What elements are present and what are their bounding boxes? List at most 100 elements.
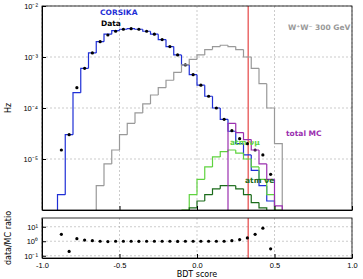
- data-point: [137, 28, 140, 31]
- series: [58, 29, 275, 210]
- tick: 10⁻⁵: [24, 155, 46, 164]
- histogram-step: [96, 186, 104, 210]
- tick: 10⁻⁴: [23, 104, 46, 113]
- grid: [42, 6, 352, 210]
- data-point: [91, 239, 94, 242]
- data-point: [215, 240, 218, 243]
- histogram-step: [112, 150, 120, 164]
- histogram-step: [104, 164, 112, 186]
- tick: [197, 206, 198, 210]
- tick-mark: [120, 206, 121, 210]
- histogram-step: [244, 153, 252, 159]
- histogram-step: [205, 195, 213, 201]
- data-point: [83, 238, 86, 241]
- histogram-step: [251, 57, 259, 68]
- data-point: [122, 28, 125, 31]
- data-point: [199, 84, 202, 87]
- tick-label: -1.0: [36, 261, 49, 270]
- tick: -0.5: [114, 254, 127, 270]
- tick-label: 10⁻⁴: [23, 104, 38, 113]
- histogram-step: [275, 179, 283, 210]
- data-point: [153, 33, 156, 36]
- data-point: [68, 133, 71, 136]
- figure: 10⁻⁵10⁻⁴10⁻³10⁻²CORSIKADataW⁺W⁻ 300 GeVa…: [0, 0, 363, 279]
- tick-label: 0.0: [192, 261, 202, 270]
- histogram-step: [197, 55, 205, 59]
- data-point: [269, 247, 272, 250]
- axis-title: BDT score: [177, 270, 218, 279]
- histogram-step: [275, 195, 283, 210]
- histogram-step: [166, 80, 174, 87]
- plot-area: [60, 218, 272, 258]
- axis: 10⁻⁵10⁻⁴10⁻³10⁻²: [23, 2, 46, 211]
- data-point: [192, 73, 195, 76]
- data-point: [223, 240, 226, 243]
- panel: -1.0-0.50.00.51.010⁻¹10⁰10¹: [24, 218, 358, 270]
- data-point: [168, 240, 171, 243]
- data-point: [199, 240, 202, 243]
- data-point: [106, 240, 109, 243]
- histogram-step: [112, 31, 120, 35]
- histogram-step: [213, 157, 221, 167]
- panel: 10⁻⁵10⁻⁴10⁻³10⁻²CORSIKADataW⁺W⁻ 300 GeVa…: [23, 2, 352, 211]
- series-label: total MC: [286, 129, 322, 138]
- tick-mark: [120, 254, 121, 258]
- histogram-step: [197, 179, 205, 194]
- series: [60, 227, 272, 253]
- histogram-step: [213, 96, 221, 108]
- tick-mark: [42, 256, 46, 257]
- tick: 0.0: [192, 254, 202, 270]
- tick: 1.0: [347, 254, 357, 270]
- tick-mark: [275, 254, 276, 258]
- tick-mark: [197, 206, 198, 210]
- series-label: atm νe: [245, 176, 274, 185]
- grid-line: [197, 218, 198, 258]
- histogram-step: [220, 186, 228, 189]
- tick: [275, 206, 276, 210]
- tick-label: 10⁻¹: [24, 252, 38, 261]
- tick: 0.5: [270, 254, 280, 270]
- tick-mark: [275, 206, 276, 210]
- grid-line: [42, 159, 352, 160]
- tick-label: 10⁰: [27, 237, 38, 246]
- tick-label: 10⁻³: [24, 53, 38, 62]
- tick-mark: [42, 159, 46, 160]
- data-point: [75, 86, 78, 89]
- series: [228, 123, 282, 210]
- tick-label: 1.0: [347, 261, 357, 270]
- data-point: [99, 240, 102, 243]
- data-point: [207, 240, 210, 243]
- data-point: [106, 33, 109, 36]
- data-point: [246, 236, 249, 239]
- histogram-step: [228, 150, 236, 152]
- histogram-step: [81, 68, 89, 92]
- data-point: [176, 53, 179, 56]
- histogram-step: [251, 159, 259, 167]
- histogram-step: [65, 135, 73, 195]
- data-point: [230, 129, 233, 132]
- histogram-step: [96, 42, 104, 53]
- histogram-step: [244, 189, 252, 195]
- frame: [42, 218, 352, 258]
- series-label: CORSIKA: [100, 8, 138, 17]
- histogram-step: [236, 123, 244, 132]
- data-point: [215, 106, 218, 109]
- tick: 10⁻³: [24, 53, 46, 62]
- histogram-step: [259, 68, 267, 83]
- data-point: [184, 240, 187, 243]
- tick-label: -0.5: [114, 261, 127, 270]
- tick-label: 10⁻⁵: [24, 155, 38, 164]
- histogram-step: [259, 150, 267, 164]
- histogram-step: [89, 53, 97, 68]
- grid: [42, 218, 352, 258]
- histogram-step: [220, 45, 228, 46]
- series-label: W⁺W⁻ 300 GeV: [288, 23, 351, 32]
- series: [96, 45, 282, 210]
- data-point: [261, 153, 264, 156]
- histogram-step: [151, 95, 159, 104]
- histogram-step: [220, 152, 228, 157]
- data-point: [68, 250, 71, 253]
- histogram-step: [120, 135, 128, 150]
- data-point: [60, 233, 63, 236]
- data-point: [130, 27, 133, 30]
